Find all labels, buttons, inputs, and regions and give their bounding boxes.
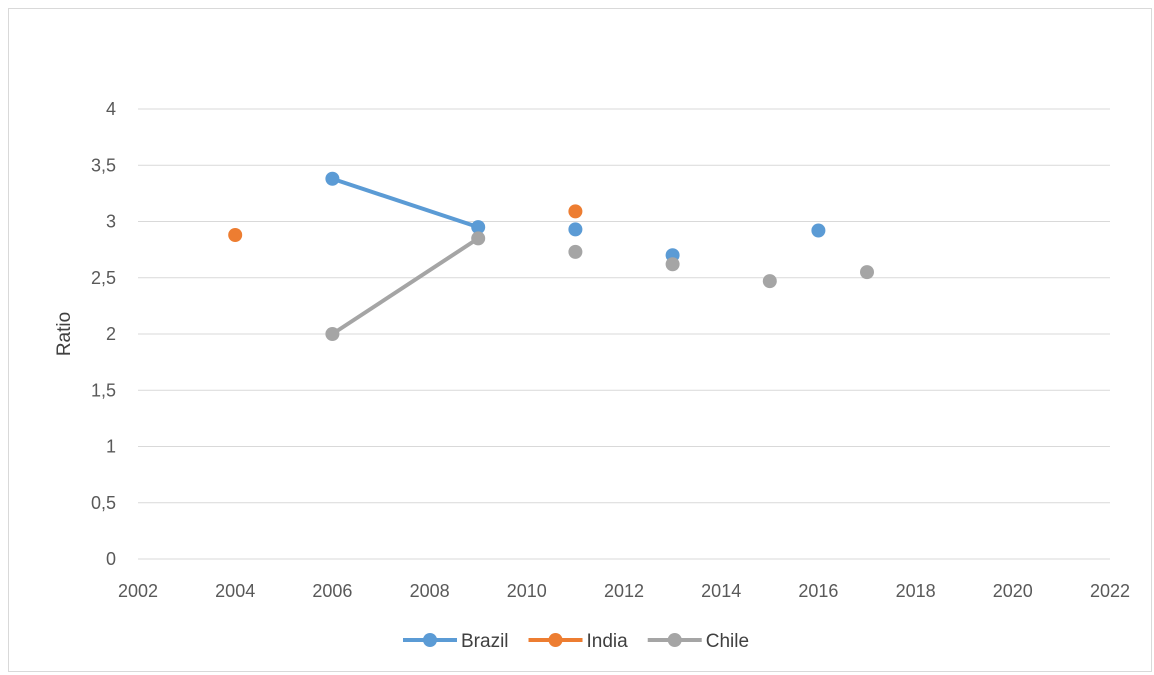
series-chile	[325, 231, 874, 341]
data-point	[665, 257, 680, 272]
x-tick-label: 2006	[312, 581, 352, 601]
y-tick-label: 0	[106, 549, 116, 569]
legend-item-brazil: Brazil	[403, 631, 509, 652]
data-point	[762, 274, 777, 289]
x-tick-label: 2020	[993, 581, 1033, 601]
y-tick-label: 0,5	[91, 493, 116, 513]
data-point	[228, 228, 243, 242]
x-axis-ticks: 2002 2004 2006 2008 2010 2012 2014 2016 2018 2020…	[118, 581, 1130, 601]
chart-frame	[8, 8, 1152, 672]
y-tick-label: 3,5	[91, 155, 116, 175]
data-point	[811, 223, 826, 238]
series-india	[228, 204, 583, 242]
y-axis-ticks: 0 0,5 1 1,5 2 2,5 3 3,5 4	[91, 99, 116, 569]
data-point	[471, 231, 486, 246]
gridlines	[138, 108, 1110, 560]
series-layer	[228, 171, 874, 341]
series-brazil	[325, 171, 826, 263]
y-tick-label: 4	[106, 99, 116, 119]
series-line	[330, 176, 481, 230]
y-tick-label: 1,5	[91, 380, 116, 400]
data-point	[568, 204, 583, 219]
y-tick-label: 3	[106, 212, 116, 232]
legend-label: Brazil	[461, 631, 509, 652]
data-point	[568, 222, 583, 237]
x-tick-label: 2010	[507, 581, 547, 601]
legend-swatch-marker	[423, 633, 437, 647]
y-tick-label: 2,5	[91, 268, 116, 288]
y-axis-title: Ratio	[54, 312, 75, 356]
y-tick-label: 1	[106, 437, 116, 457]
x-tick-label: 2002	[118, 581, 158, 601]
x-tick-label: 2008	[410, 581, 450, 601]
data-point	[325, 327, 340, 341]
x-tick-label: 2014	[701, 581, 741, 601]
legend-swatch-marker	[667, 633, 682, 647]
legend: Brazil India Chile	[403, 631, 749, 652]
legend-swatch-marker	[548, 633, 563, 647]
x-tick-label: 2018	[896, 581, 936, 601]
data-point	[325, 171, 340, 186]
x-tick-label: 2016	[798, 581, 838, 601]
legend-label: Chile	[706, 631, 749, 652]
data-point	[568, 244, 583, 259]
legend-item-india: India	[528, 631, 629, 652]
x-tick-label: 2004	[215, 581, 255, 601]
legend-item-chile: Chile	[647, 631, 749, 652]
x-tick-label: 2022	[1090, 581, 1130, 601]
series-line	[330, 236, 481, 336]
x-tick-label: 2012	[604, 581, 644, 601]
y-tick-label: 2	[106, 324, 116, 344]
data-point	[471, 220, 486, 235]
data-point	[860, 265, 874, 280]
legend-label: India	[587, 631, 629, 652]
